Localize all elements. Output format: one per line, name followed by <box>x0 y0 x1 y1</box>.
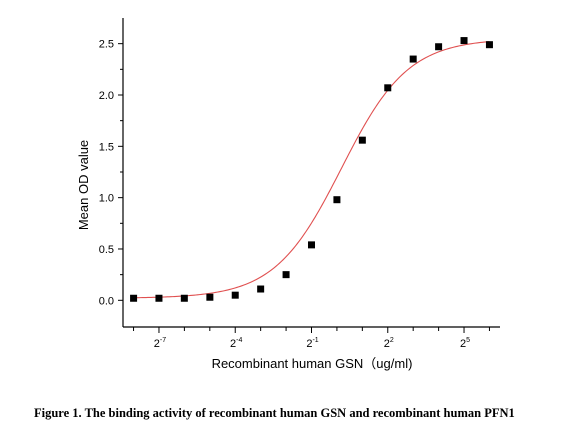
y-axis: 0.0 0.5 1.0 1.5 2.0 2.5 <box>99 18 124 327</box>
data-point <box>333 196 341 204</box>
data-point <box>307 241 315 249</box>
fit-curve-layer <box>133 41 490 299</box>
data-point <box>384 84 392 92</box>
data-point <box>257 285 265 293</box>
x-tick-label: 25 <box>460 337 470 350</box>
y-axis-title: Mean OD value <box>76 140 91 230</box>
data-point <box>155 294 163 302</box>
x-tick-label: 22 <box>384 337 394 350</box>
x-axis: 2-7 2-4 2-1 22 25 <box>123 326 500 350</box>
data-point <box>435 43 443 51</box>
x-tick-label: 2-1 <box>306 337 318 350</box>
y-tick-label: 0.5 <box>99 244 114 256</box>
data-point <box>460 37 468 45</box>
y-tick-label: 1.0 <box>99 193 114 205</box>
data-point <box>358 136 366 144</box>
data-point <box>180 294 188 302</box>
fit-curve-line <box>133 41 490 299</box>
x-tick-label: 2-7 <box>154 337 166 350</box>
data-point <box>206 293 214 301</box>
y-tick-label: 2.5 <box>99 39 114 51</box>
figure-caption: Figure 1. The binding activity of recomb… <box>34 406 515 420</box>
y-tick-label: 0.0 <box>99 295 114 307</box>
data-point <box>282 271 290 279</box>
data-point <box>231 291 239 299</box>
data-point <box>130 294 138 302</box>
x-axis-title: Recombinant human GSN（ug/ml) <box>212 356 413 371</box>
data-point <box>409 55 417 63</box>
y-tick-label: 2.0 <box>99 90 114 102</box>
x-tick-label: 2-4 <box>230 337 242 350</box>
y-tick-label: 1.5 <box>99 141 114 153</box>
data-point <box>485 41 493 49</box>
data-points-layer <box>130 37 493 302</box>
